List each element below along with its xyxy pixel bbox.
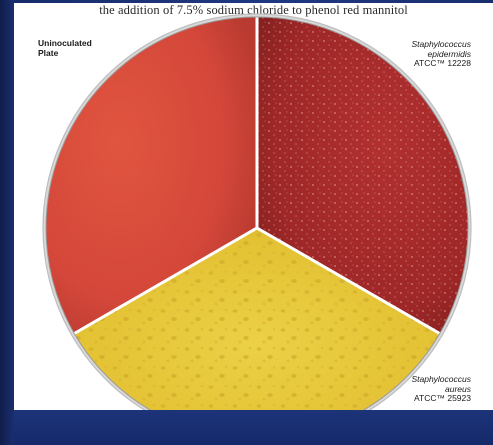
label-uninoculated: Uninoculated Plate [38, 38, 92, 58]
label-epidermidis: Staphylococcus epidermidis ATCC™ 12228 [411, 39, 471, 69]
label-epidermidis-atcc: ATCC™ 12228 [413, 58, 471, 68]
slide-bottom-band [14, 410, 493, 445]
divider-left [69, 226, 258, 338]
label-uninoculated-line1: Uninoculated [38, 38, 92, 48]
uninoculated-sector [46, 17, 257, 334]
label-aureus: Staphylococcus aureus ATCC™ 25923 [411, 374, 471, 404]
figure-panel: the addition of 7.5% sodium chloride to … [14, 3, 493, 410]
label-uninoculated-line2: Plate [38, 47, 59, 58]
agar-plate [42, 13, 472, 410]
figure-caption-text: the addition of 7.5% sodium chloride to … [99, 3, 408, 17]
divider-right [256, 226, 445, 338]
label-aureus-species: aureus [445, 383, 471, 394]
label-aureus-genus: Staphylococcus [411, 374, 471, 384]
label-epidermidis-genus: Staphylococcus [411, 39, 471, 49]
label-epidermidis-species: epidermidis [427, 48, 471, 59]
plate-inner-edge [45, 16, 469, 410]
slide-left-edge [0, 0, 14, 445]
label-aureus-atcc: ATCC™ 25923 [413, 393, 471, 403]
epidermidis-colonies [257, 17, 468, 334]
